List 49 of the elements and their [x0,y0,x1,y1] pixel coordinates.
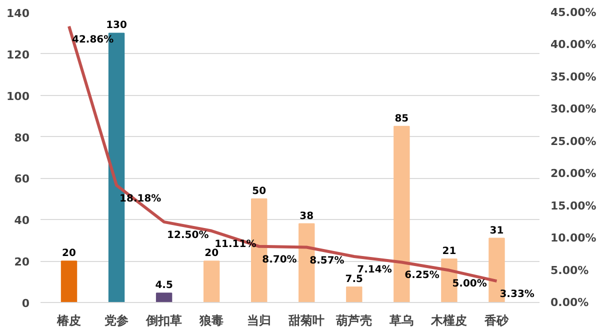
bar [203,260,220,302]
y2-tick-label: 35.00% [550,70,596,84]
x-tick-label: 狼毒 [198,314,224,328]
data-label: 85 [394,113,409,124]
y2-tick-label: 20.00% [550,167,596,180]
data-label: 20 [62,248,76,260]
data-label: 12.50% [167,230,209,241]
data-label: 7.5 [345,274,364,285]
x-tick-label: 草乌 [388,314,414,328]
bar [346,286,362,302]
y-tick-label: 140 [6,7,30,20]
x-tick-label: 香砂 [484,314,510,328]
y2-tick-label: 45.00% [550,6,596,19]
data-label: 7.14% [357,264,392,276]
data-label: 21 [442,246,456,257]
x-tick-label: 甜菊叶 [288,314,325,328]
y-tick-label: 100 [6,90,30,103]
y2-tick-label: 30.00% [550,102,596,116]
data-label: 5.00% [452,278,487,290]
y2-tick-label: 15.00% [550,199,596,212]
x-tick-label: 椿皮 [56,314,82,328]
x-tick-label: 葫芦壳 [335,314,372,328]
y-tick-label: 40 [14,214,30,228]
bar [156,292,172,302]
y-tick-label: 80 [14,131,30,144]
y-tick-label: 0 [22,297,30,310]
data-label: 3.33% [500,289,534,300]
data-label: 8.57% [310,255,344,266]
data-label: 20 [204,248,219,260]
y2-tick-label: 10.00% [550,232,596,245]
y-tick-label: 60 [14,172,30,186]
y2-tick-label: 40.00% [550,38,596,52]
bar [60,260,78,302]
x-tick-label: 党参 [104,314,129,328]
data-label: 6.25% [404,270,440,282]
x-tick-label: 倒扣草 [145,314,182,328]
y2-tick-label: 0.00% [550,296,589,309]
data-label: 4.5 [155,280,173,292]
data-label: 31 [490,225,504,236]
data-label: 38 [300,210,314,222]
y2-tick-label: 25.00% [550,134,596,148]
y-tick-label: 20 [14,256,30,269]
x-tick-label: 木槿皮 [430,314,468,328]
data-label: 50 [252,186,266,197]
x-tick-label: 当归 [247,314,272,328]
data-label: 8.70% [262,254,297,266]
data-label: 130 [106,20,128,32]
y2-tick-label: 5.00% [550,264,589,277]
y-tick-label: 120 [6,48,30,62]
